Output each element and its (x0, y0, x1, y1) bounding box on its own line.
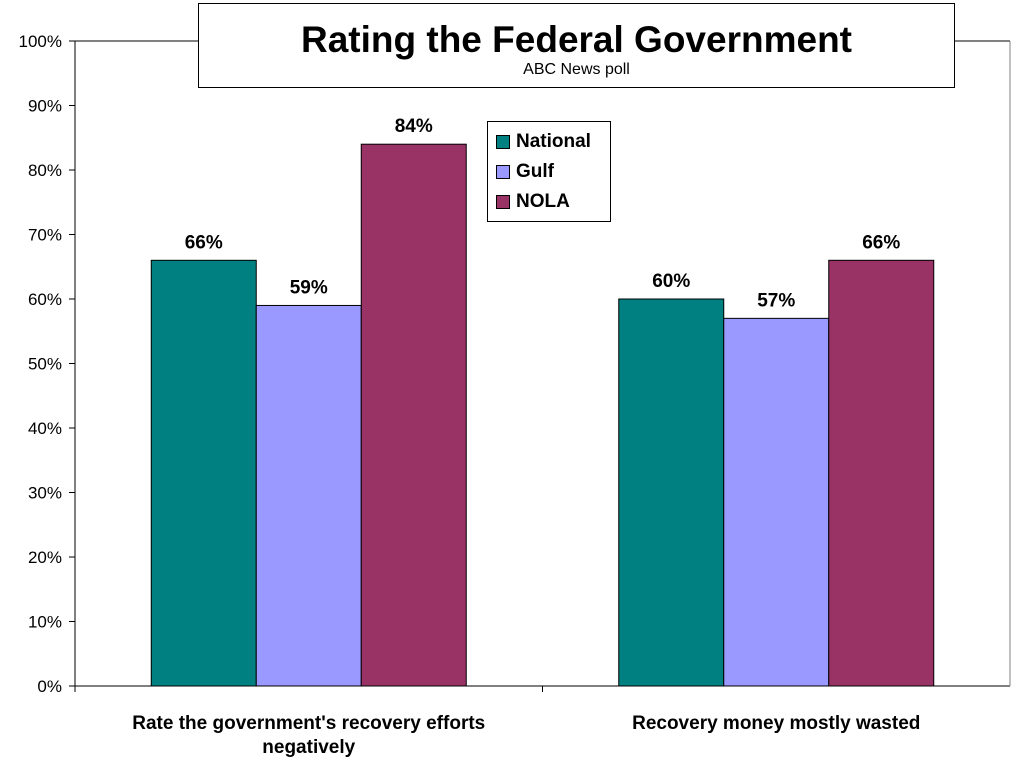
category-label: Rate the government's recovery efforts (132, 713, 485, 734)
bar-gulf (255, 304, 362, 687)
legend-label-nola: NOLA (516, 191, 570, 212)
legend-item-national: National (488, 127, 610, 157)
y-tick-label: 90% (28, 97, 62, 116)
y-tick-label: 50% (28, 355, 62, 374)
category-labels: Rate the government's recovery efforts ne… (132, 713, 920, 758)
data-labels: 66% 59% 84% 60% 57% 66% (185, 116, 901, 311)
chart-title: Rating the Federal Government (301, 19, 852, 60)
y-tick-label: 10% (28, 613, 62, 632)
data-label-national: 60% (652, 271, 690, 292)
y-tick-label: 20% (28, 548, 62, 567)
y-tick-label: 0% (37, 677, 62, 696)
bar-national (150, 259, 257, 687)
bar-nola (828, 259, 935, 687)
legend-item-gulf: Gulf (488, 157, 610, 187)
y-tick-label: 40% (28, 419, 62, 438)
legend-label-national: National (516, 131, 591, 152)
y-tick-label: 80% (28, 161, 62, 180)
y-axis-ticks: 0% 10% 20% 30% 40% 50% 60% 70% 80% 90% 100% (19, 32, 75, 696)
y-tick-label: 100% (19, 32, 62, 51)
legend-label-gulf: Gulf (516, 161, 554, 182)
category-label: negatively (262, 737, 355, 758)
bar-nola (360, 143, 467, 687)
legend-item-nola: NOLA (488, 187, 610, 217)
data-label-gulf: 57% (757, 290, 795, 311)
chart-subtitle: ABC News poll (523, 61, 630, 78)
data-label-nola: 66% (862, 232, 900, 253)
bar-national (618, 298, 725, 687)
legend-swatch-nola (496, 195, 510, 209)
bars (150, 143, 935, 687)
category-label: Recovery money mostly wasted (632, 713, 920, 734)
y-tick-label: 70% (28, 226, 62, 245)
chart-title-box: Rating the Federal Government ABC News p… (198, 3, 955, 88)
chart-legend: National Gulf NOLA (487, 121, 611, 222)
data-label-gulf: 59% (290, 277, 328, 298)
bar-gulf (723, 317, 830, 687)
data-label-nola: 84% (395, 116, 433, 137)
y-tick-label: 30% (28, 484, 62, 503)
data-label-national: 66% (185, 232, 223, 253)
legend-swatch-national (496, 135, 510, 149)
legend-swatch-gulf (496, 165, 510, 179)
y-tick-label: 60% (28, 290, 62, 309)
